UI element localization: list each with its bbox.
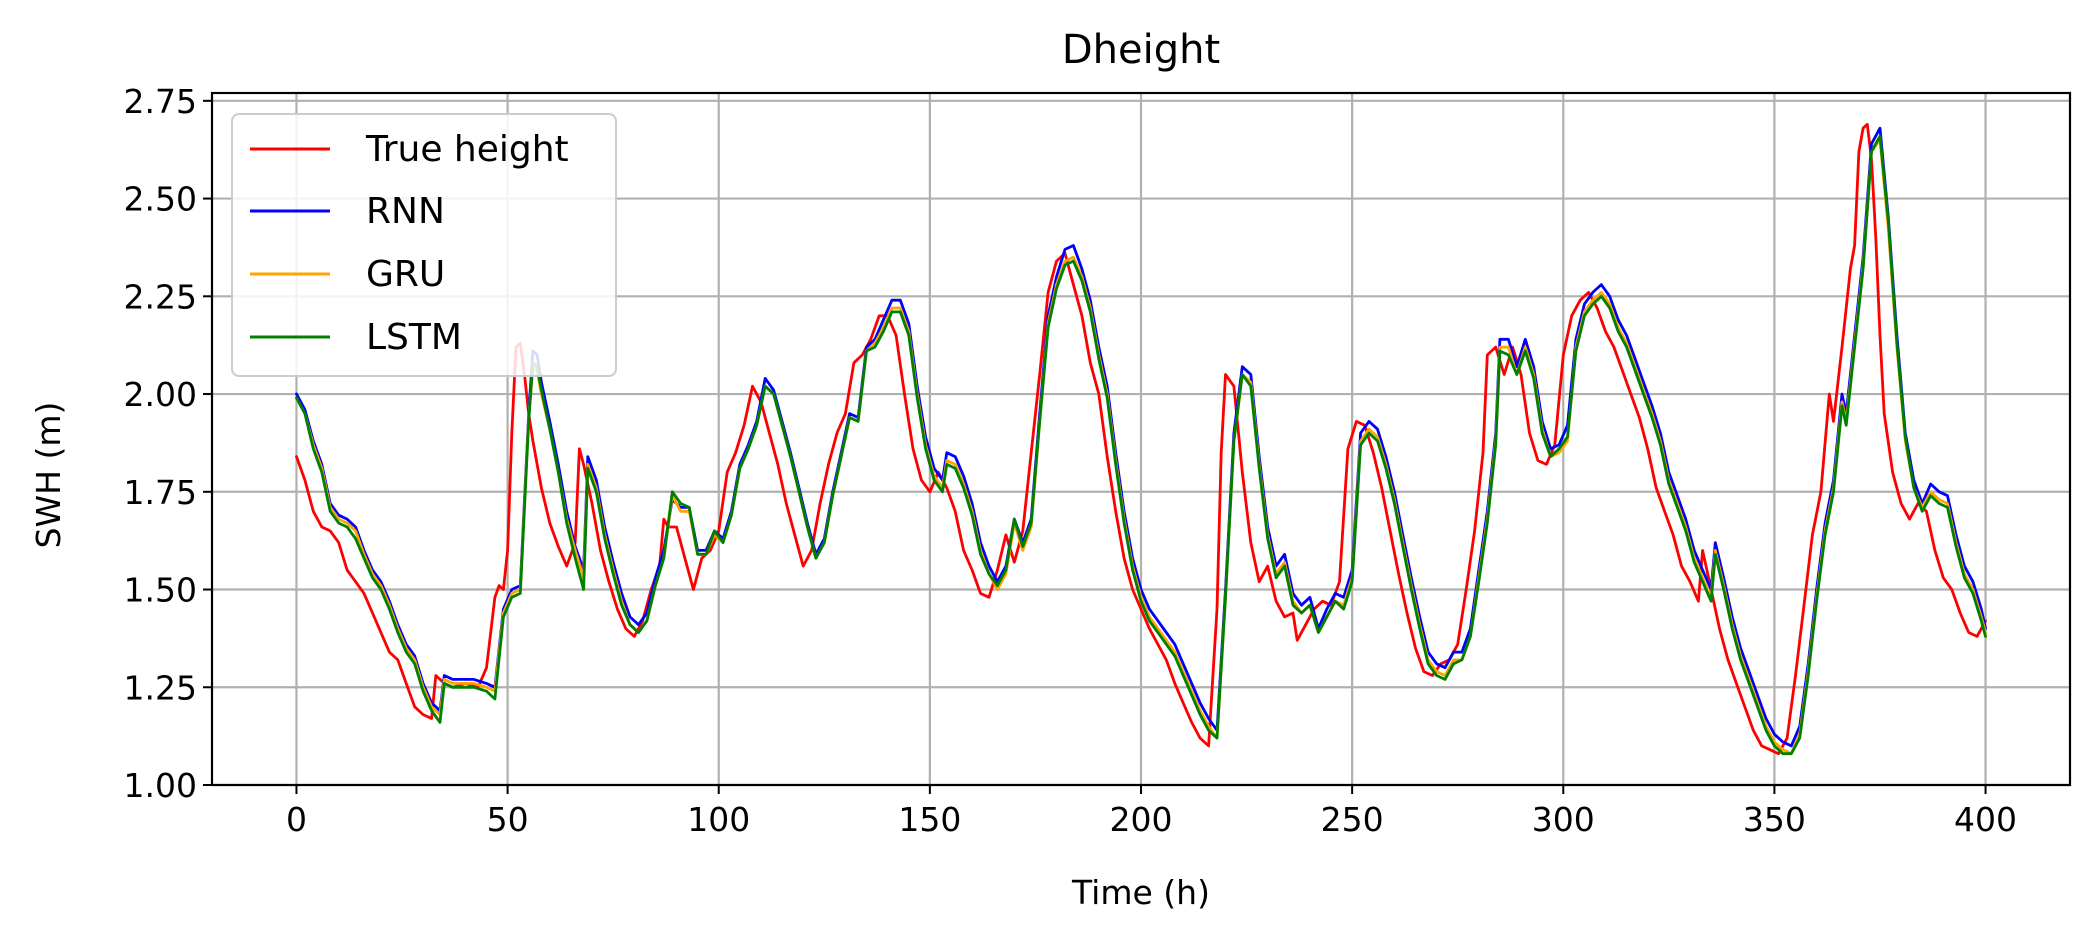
y-axis-label: SWH (m) <box>29 402 68 549</box>
x-tick-label: 300 <box>1532 800 1595 839</box>
legend-label-gru: GRU <box>366 254 445 295</box>
x-tick-label: 350 <box>1743 800 1806 839</box>
x-tick-label: 400 <box>1954 800 2017 839</box>
x-tick-label: 100 <box>687 800 750 839</box>
x-tick-label: 200 <box>1110 800 1173 839</box>
x-tick-label: 250 <box>1321 800 1384 839</box>
y-tick-label: 2.25 <box>124 277 197 316</box>
y-tick-label: 1.25 <box>124 668 197 707</box>
series-line-true-height <box>295 122 1987 756</box>
legend-label-true-height: True height <box>365 129 569 170</box>
y-tick-label: 1.00 <box>124 766 197 805</box>
x-tick-label: 0 <box>286 800 307 839</box>
y-tick-label: 1.75 <box>124 473 197 512</box>
y-tick-label: 1.50 <box>124 571 197 610</box>
y-tick-label: 2.75 <box>124 82 197 121</box>
y-tick-label: 2.00 <box>124 375 197 414</box>
x-tick-label: 50 <box>487 800 529 839</box>
x-axis-label: Time (h) <box>1071 873 1210 912</box>
legend-label-lstm: LSTM <box>366 317 462 358</box>
series-line-lstm <box>295 134 1987 756</box>
legend-box <box>231 113 617 377</box>
x-axis-ticks: 0 50 100 150 200 250 300 350 400 <box>286 785 2017 839</box>
y-tick-label: 2.50 <box>124 180 197 219</box>
series-group <box>295 122 1987 756</box>
legend: True height RNN GRU LSTM <box>231 113 617 377</box>
y-axis-ticks: 1.00 1.25 1.50 1.75 2.00 2.25 2.50 2.75 <box>124 82 212 805</box>
legend-label-rnn: RNN <box>366 191 445 232</box>
chart-title: Dheight <box>1062 27 1220 73</box>
x-tick-label: 150 <box>898 800 961 839</box>
